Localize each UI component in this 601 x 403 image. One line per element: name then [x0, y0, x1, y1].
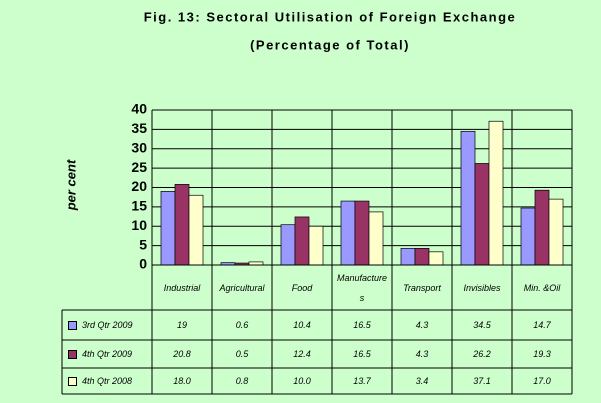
table-value: 37.1	[473, 376, 491, 386]
legend-key	[68, 377, 77, 386]
legend-entry: 4th Qtr 2009	[62, 340, 152, 368]
table-value: 0.6	[235, 320, 249, 330]
y-tick-label: 5	[139, 236, 147, 252]
category-label: Food	[291, 282, 313, 293]
bar	[174, 184, 190, 266]
table-value: 18.0	[173, 376, 191, 386]
table-value: 14.7	[533, 320, 551, 330]
table-value: 0.5	[235, 349, 249, 359]
table-value: 20.8	[173, 349, 191, 359]
table-value: 4.3	[415, 349, 429, 359]
category-label: Min. &Oil	[523, 282, 561, 293]
y-tick-label: 25	[131, 159, 147, 175]
table-value: 3.4	[415, 376, 429, 386]
table-value: 16.5	[353, 320, 371, 330]
bar	[460, 130, 476, 266]
legend-key	[68, 350, 77, 359]
table-value: 0.8	[235, 376, 249, 386]
chart-title: Fig. 13: Sectoral Utilisation of Foreign…	[144, 9, 517, 24]
y-tick-label: 40	[131, 101, 147, 117]
y-tick-label: 10	[131, 217, 147, 233]
bar	[340, 200, 356, 266]
legend-entry: 4th Qtr 2008	[62, 368, 152, 394]
table-value: 19	[176, 320, 187, 330]
bar	[414, 247, 430, 266]
table-value: 4.3	[415, 320, 429, 330]
category-label: Invisibles	[463, 282, 501, 293]
bar	[308, 225, 324, 266]
category-label: Agricultural	[219, 282, 265, 293]
bar	[188, 194, 204, 266]
category-label: Transport	[403, 282, 441, 293]
bar	[368, 211, 384, 266]
y-tick-label: 30	[131, 139, 147, 155]
category-label: Industrial	[163, 282, 201, 293]
category-label: Manufactures	[336, 272, 388, 303]
y-tick-label: 20	[131, 178, 147, 194]
bar	[280, 224, 296, 266]
table-value: 17.0	[533, 376, 551, 386]
table-value: 16.5	[353, 349, 371, 359]
table-value: 26.2	[473, 349, 491, 359]
legend-key	[68, 321, 77, 330]
bar	[548, 198, 564, 266]
bar	[400, 247, 416, 266]
y-tick-label: 15	[131, 198, 147, 214]
legend-entry: 3rd Qtr 2009	[62, 310, 152, 340]
bar	[354, 200, 370, 266]
bar	[474, 163, 490, 266]
table-value: 10.4	[293, 320, 311, 330]
bar	[160, 191, 176, 266]
chart-subtitle: (Percentage of Total)	[250, 37, 410, 52]
bar	[488, 120, 504, 266]
table-value: 13.7	[353, 376, 371, 386]
table-value: 19.3	[533, 349, 551, 359]
table-value: 12.4	[293, 349, 311, 359]
y-axis-label: per cent	[63, 159, 78, 211]
bar	[520, 207, 536, 266]
bar	[294, 216, 310, 266]
table-value: 10.0	[293, 376, 311, 386]
table-value: 34.5	[473, 320, 491, 330]
y-tick-label: 35	[131, 120, 147, 136]
bar	[534, 189, 550, 266]
bar	[428, 251, 444, 266]
y-tick-label: 0	[139, 256, 147, 272]
